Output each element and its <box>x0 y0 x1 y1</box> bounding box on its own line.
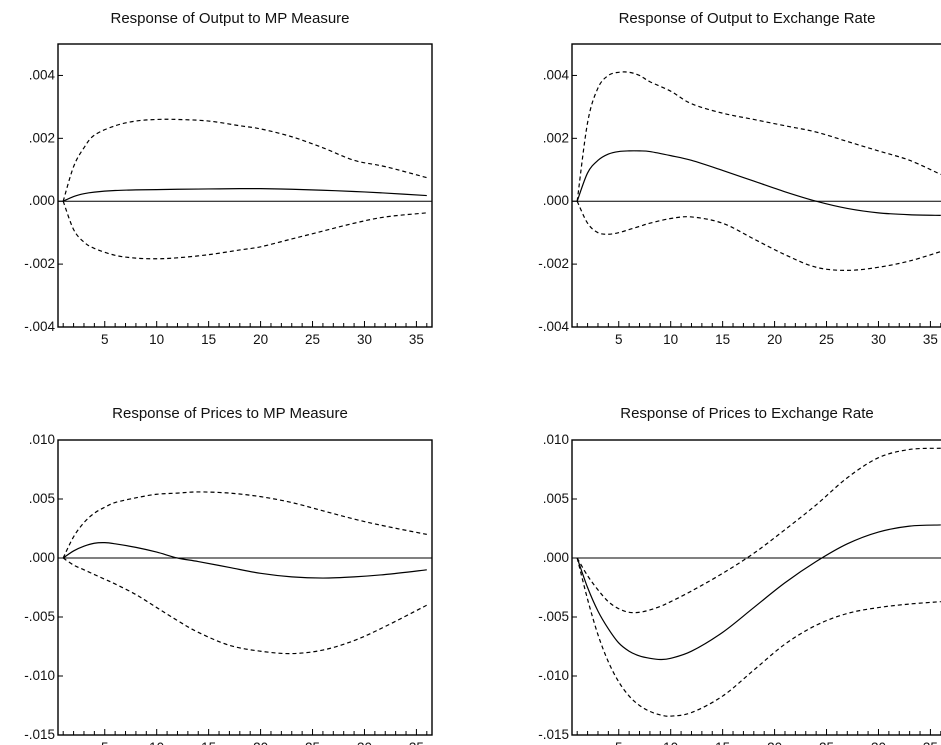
y-tick-label: -.005 <box>24 609 55 624</box>
x-tick-label: 30 <box>357 740 372 745</box>
x-tick-label: 10 <box>663 740 678 745</box>
y-tick-label: -.015 <box>538 727 569 742</box>
confidence-band-line <box>62 557 428 655</box>
x-tick-label: 35 <box>409 332 424 347</box>
y-tick-label: -.002 <box>538 256 569 271</box>
chart-title: Response of Output to Exchange Rate <box>618 10 876 27</box>
x-tick-label: 25 <box>819 740 834 745</box>
y-tick-label: .000 <box>29 193 55 208</box>
x-tick-label: 5 <box>615 740 623 745</box>
y-tick-label: -.004 <box>24 319 55 334</box>
y-tick-label: .000 <box>29 550 55 565</box>
plot-frame <box>57 439 433 736</box>
y-tick-label: .005 <box>29 491 55 506</box>
x-tick-label: 20 <box>767 332 782 347</box>
chart-title: Response of Prices to Exchange Rate <box>620 405 874 422</box>
plot-frame <box>57 43 433 328</box>
x-tick-label: 5 <box>615 332 623 347</box>
chart-title: Response of Prices to MP Measure <box>112 405 348 422</box>
response-line <box>62 187 427 202</box>
x-tick-label: 20 <box>253 740 268 745</box>
y-tick-label: .010 <box>29 432 55 447</box>
y-tick-label: -.004 <box>538 319 569 334</box>
y-tick-label: .000 <box>543 550 569 565</box>
x-tick-label: 20 <box>253 332 268 347</box>
response-line <box>62 542 427 579</box>
x-tick-label: 30 <box>871 740 886 745</box>
x-tick-label: 35 <box>923 740 938 745</box>
confidence-band-line <box>576 200 941 272</box>
y-tick-label: .005 <box>543 491 569 506</box>
x-tick-label: 30 <box>357 332 372 347</box>
chart-2: .010 .005 .000 -.005 -.010 -.015 5 10 15 20 25 30 35 <box>24 432 433 745</box>
y-tick-label: .002 <box>543 130 569 145</box>
x-tick-label: 25 <box>305 332 320 347</box>
chart-3: .010 .005 .000 -.005 -.010 -.015 5 10 15 20 25 30 35 <box>538 432 941 745</box>
y-tick-label: .010 <box>543 432 569 447</box>
x-tick-label: 15 <box>201 740 216 745</box>
x-tick-label: 15 <box>715 332 730 347</box>
y-tick-label: .004 <box>29 67 56 82</box>
plot-frame <box>571 43 941 328</box>
confidence-band-line <box>62 491 427 559</box>
chart-title: Response of Output to MP Measure <box>110 10 350 27</box>
y-tick-label: -.010 <box>538 668 569 683</box>
confidence-band-line <box>576 71 941 202</box>
x-tick-label: 35 <box>923 332 938 347</box>
x-tick-label: 35 <box>409 740 424 745</box>
x-tick-label: 25 <box>305 740 320 745</box>
x-tick-label: 15 <box>201 332 216 347</box>
plot-frame <box>571 439 941 736</box>
y-tick-label: .000 <box>543 193 569 208</box>
y-tick-label: .002 <box>29 130 55 145</box>
confidence-band-line <box>62 118 427 202</box>
x-tick-label: 15 <box>715 740 730 745</box>
x-tick-label: 20 <box>767 740 782 745</box>
y-tick-label: -.010 <box>24 668 55 683</box>
response-line <box>576 150 941 216</box>
confidence-band-line <box>576 447 941 614</box>
x-tick-label: 10 <box>149 740 164 745</box>
confidence-band-line <box>576 557 941 717</box>
x-tick-label: 30 <box>871 332 886 347</box>
x-tick-label: 5 <box>101 740 109 745</box>
response-line <box>576 524 941 661</box>
x-tick-label: 10 <box>149 332 164 347</box>
x-tick-label: 25 <box>819 332 834 347</box>
y-tick-label: -.015 <box>24 727 55 742</box>
chart-0: .004 .002 .000 -.002 -.004 5 10 15 20 25 30 35 <box>24 43 433 347</box>
confidence-band-line <box>62 201 427 260</box>
y-tick-label: -.005 <box>538 609 569 624</box>
chart-1: .004 .002 .000 -.002 -.004 5 10 15 20 25 30 35 <box>538 43 941 347</box>
y-tick-label: .004 <box>543 67 570 82</box>
x-tick-label: 5 <box>101 332 109 347</box>
y-tick-label: -.002 <box>24 256 55 271</box>
x-tick-label: 10 <box>663 332 678 347</box>
